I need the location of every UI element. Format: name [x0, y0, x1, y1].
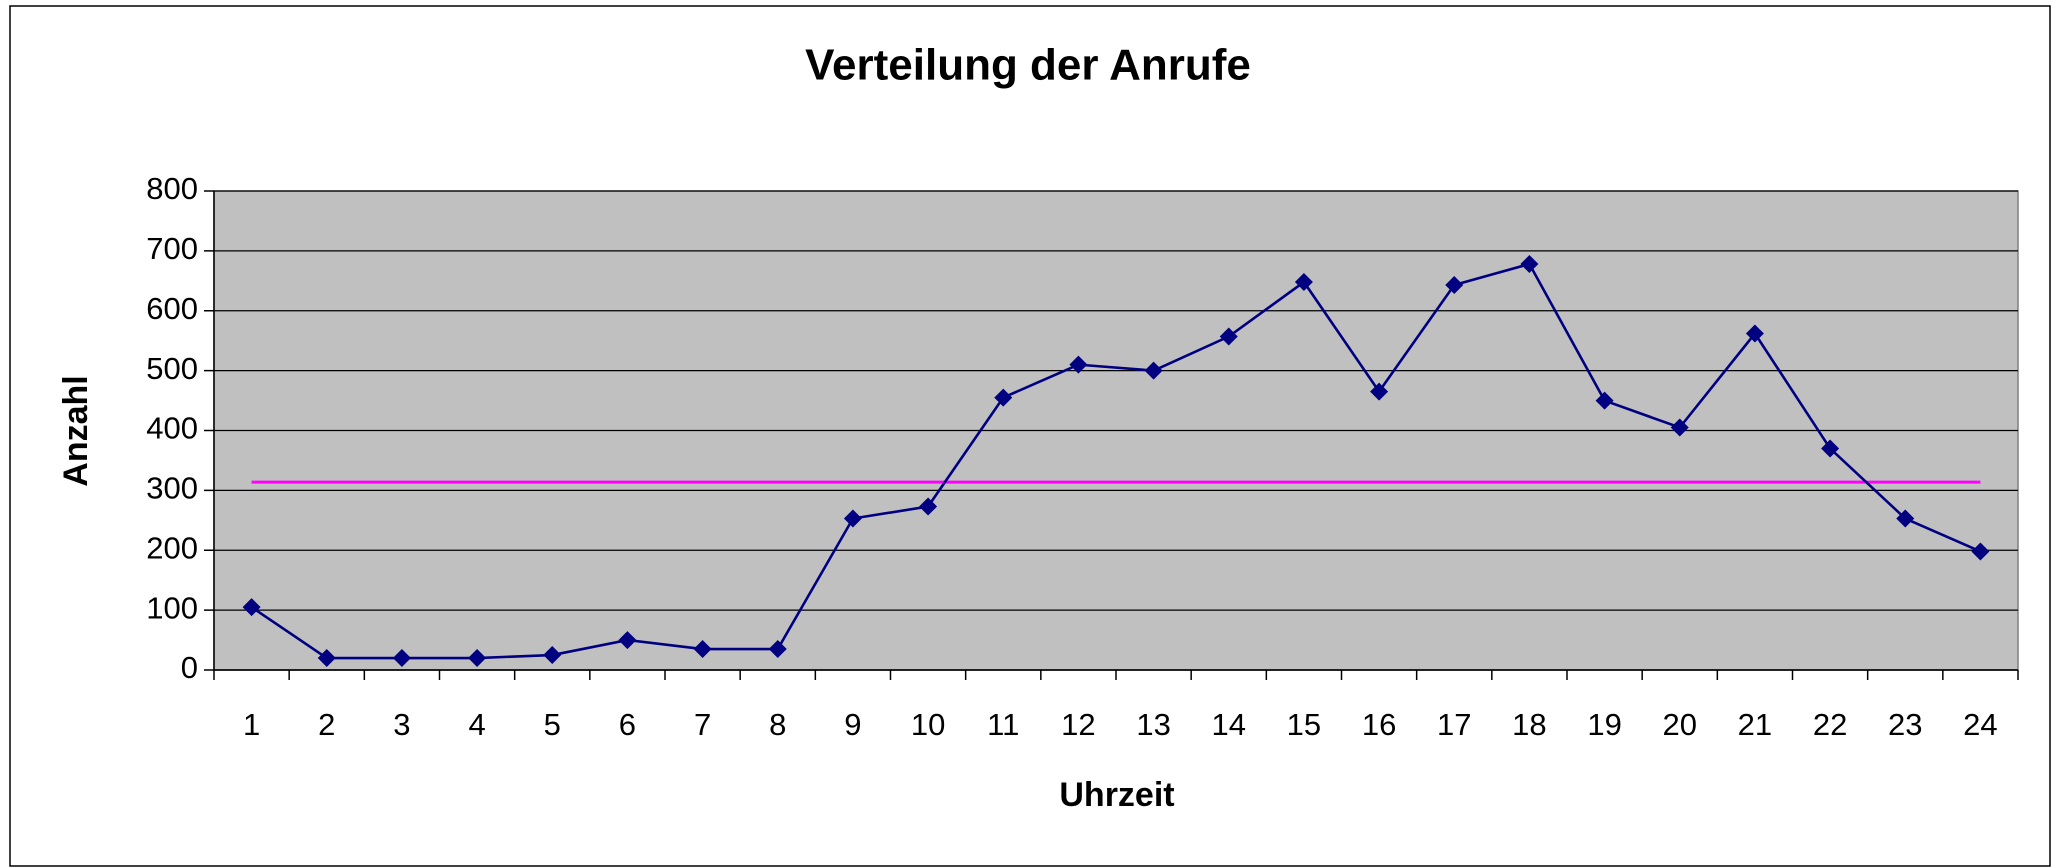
x-tick-label: 9 — [844, 707, 861, 742]
x-tick-label: 20 — [1663, 707, 1697, 742]
data-point — [919, 497, 938, 516]
data-point — [1745, 324, 1764, 343]
y-tick-label: 300 — [146, 471, 198, 506]
x-tick-label: 4 — [468, 707, 485, 742]
x-tick-label: 7 — [694, 707, 711, 742]
data-point — [994, 388, 1013, 407]
data-point — [1219, 327, 1238, 346]
x-tick-label: 11 — [987, 707, 1019, 742]
data-point — [1670, 418, 1689, 437]
y-tick-label: 700 — [146, 231, 198, 266]
data-point — [1821, 439, 1840, 458]
y-tick-label: 200 — [146, 530, 198, 565]
data-point — [693, 640, 712, 659]
y-tick-label: 600 — [146, 291, 198, 326]
x-tick-label: 8 — [769, 707, 786, 742]
data-point — [1445, 276, 1464, 295]
data-point — [1294, 273, 1313, 292]
data-point — [468, 649, 487, 668]
data-point — [392, 649, 411, 668]
x-tick-label: 23 — [1888, 707, 1922, 742]
data-point — [618, 631, 637, 650]
y-axis-title: Anzahl — [57, 375, 95, 486]
data-point — [1144, 361, 1163, 380]
x-tick-label: 24 — [1963, 707, 1997, 742]
x-tick-label: 10 — [911, 707, 945, 742]
x-tick-label: 5 — [544, 707, 561, 742]
x-tick-label: 17 — [1437, 707, 1471, 742]
y-tick-label: 500 — [146, 351, 198, 386]
x-tick-label: 13 — [1136, 707, 1170, 742]
x-tick-label: 2 — [318, 707, 335, 742]
data-point — [1595, 391, 1614, 410]
data-point — [843, 509, 862, 528]
data-point — [1971, 542, 1990, 561]
x-tick-label: 16 — [1362, 707, 1396, 742]
x-tick-label: 3 — [393, 707, 410, 742]
data-point — [242, 598, 261, 617]
data-point — [1069, 355, 1088, 374]
x-tick-label: 6 — [619, 707, 636, 742]
data-point — [1520, 255, 1539, 274]
x-tick-label: 15 — [1287, 707, 1321, 742]
data-point — [1896, 509, 1915, 528]
x-tick-label: 18 — [1512, 707, 1546, 742]
data-point — [768, 640, 787, 659]
y-tick-label: 0 — [181, 650, 198, 685]
x-tick-label: 19 — [1587, 707, 1621, 742]
chart-title: Verteilung der Anrufe — [805, 41, 1251, 90]
data-point — [543, 646, 562, 665]
x-tick-label: 21 — [1738, 707, 1772, 742]
y-tick-label: 800 — [146, 171, 198, 206]
x-axis-title: Uhrzeit — [1059, 776, 1174, 814]
y-tick-label: 100 — [146, 590, 198, 625]
data-point — [1370, 382, 1389, 401]
x-tick-label: 22 — [1813, 707, 1847, 742]
x-tick-label: 1 — [243, 707, 260, 742]
series-line — [250, 262, 1981, 660]
y-tick-label: 400 — [146, 411, 198, 446]
x-tick-label: 14 — [1212, 707, 1246, 742]
x-tick-label: 12 — [1061, 707, 1095, 742]
data-point — [317, 649, 336, 668]
